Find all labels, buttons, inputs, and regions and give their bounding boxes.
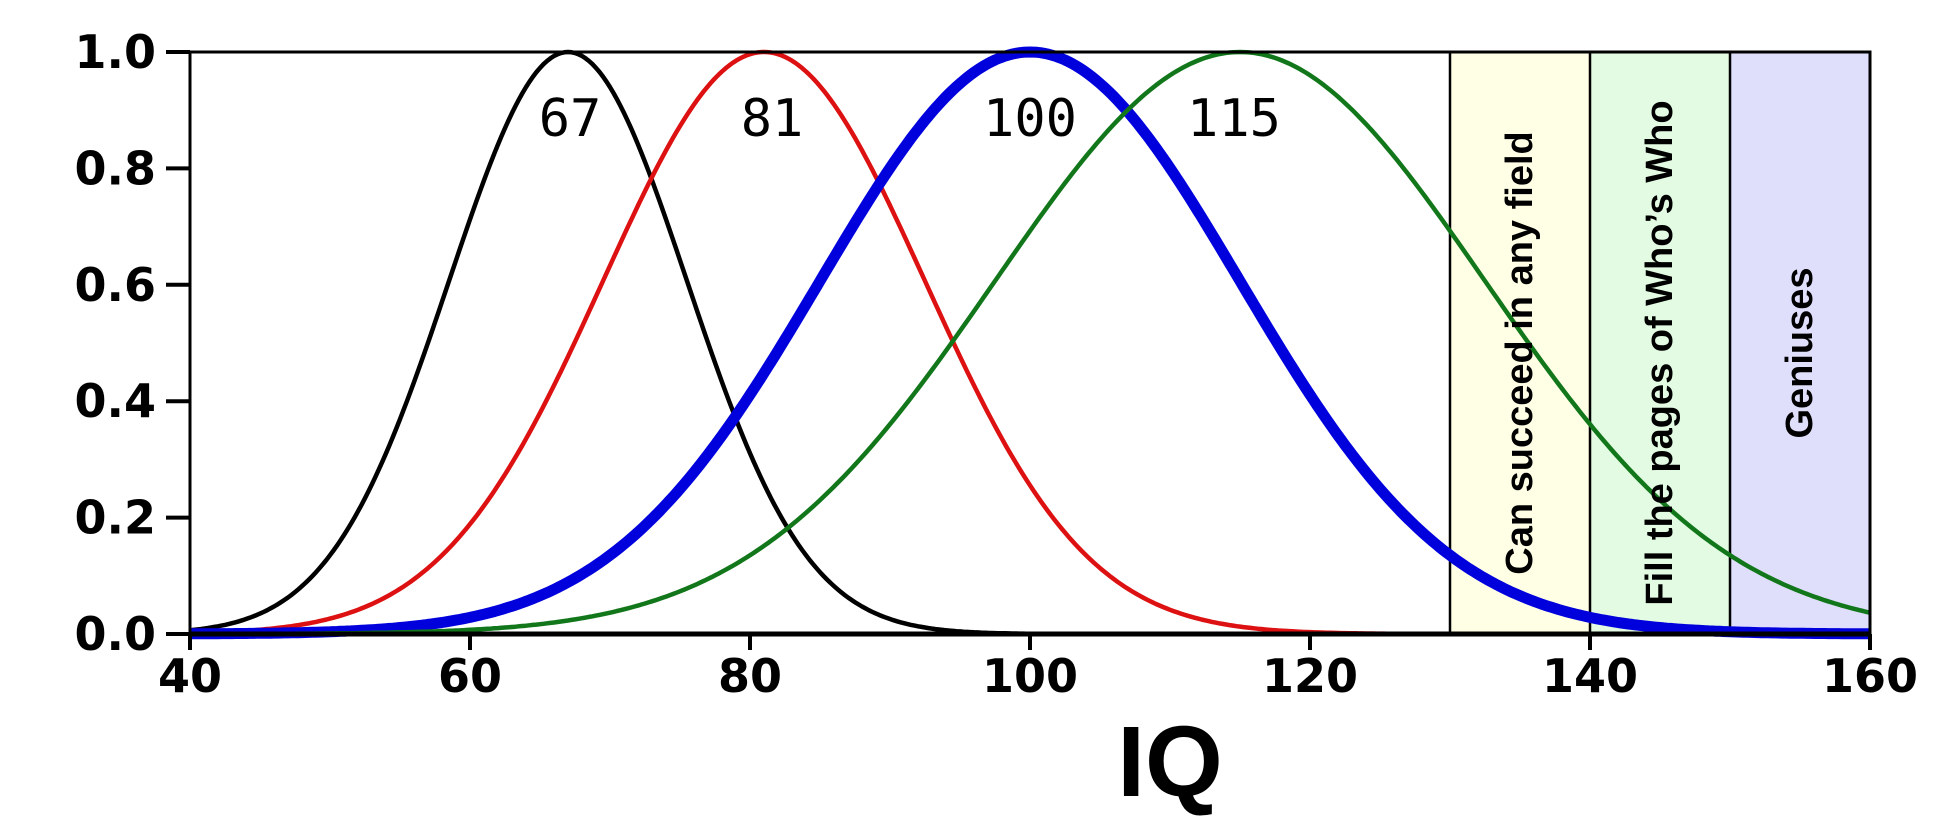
y-tick-label-0.4: 0.4 [75,374,157,428]
x-tick-label-120: 120 [1262,649,1358,703]
series-line-115 [190,49,1871,637]
band-label-0: Can succeed in any field [1499,131,1541,574]
y-tick-label-0.0: 0.0 [75,607,157,661]
peak-label-81: 81 [741,89,804,149]
x-tick-label-160: 160 [1822,649,1918,703]
y-tick-label-0.2: 0.2 [75,491,157,545]
x-tick-label-40: 40 [158,649,222,703]
band-label-2: Geniuses [1779,267,1821,438]
x-axis-label: IQ [1117,706,1223,818]
x-tick-label-60: 60 [438,649,502,703]
band-0 [1450,52,1590,634]
peak-label-115: 115 [1187,89,1281,149]
y-tick-label-0.6: 0.6 [75,258,157,312]
x-tick-label-140: 140 [1542,649,1638,703]
band-2 [1730,52,1870,634]
x-tick-label-100: 100 [982,649,1078,703]
y-tick-label-1.0: 1.0 [75,25,157,79]
peak-label-100: 100 [983,89,1077,149]
peak-label-67: 67 [539,89,602,149]
x-tick-label-80: 80 [718,649,782,703]
axes-layer: 40 60 80 100 120 140 160 0.0 0.2 0.4 0.6 0.8 1.0 [75,25,1919,703]
band-label-1: Fill the pages of Who’s Who [1639,100,1681,605]
y-tick-label-0.8: 0.8 [75,141,157,195]
bands-layer [1448,52,1870,634]
labels-layer: Can succeed in any field Fill the pages o… [539,89,1821,606]
